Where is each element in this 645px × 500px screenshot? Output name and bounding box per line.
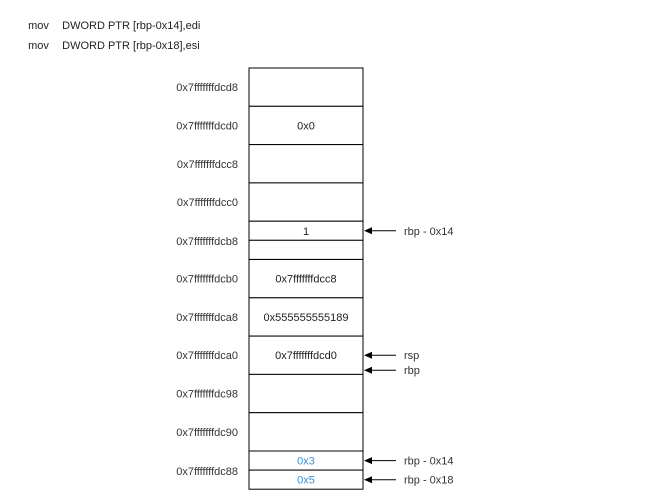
stack-cell: [248, 412, 364, 452]
stack-cell: [248, 239, 364, 260]
pointer-arrowhead-icon: [364, 227, 372, 235]
stack-address-label: 0x7fffffffdcb8: [176, 236, 238, 248]
pointer-arrowhead-icon: [364, 476, 372, 484]
pointer-label: rbp: [404, 365, 420, 377]
stack-cell-value: 0x7fffffffdcc8: [275, 274, 336, 286]
code-operands: DWORD PTR [rbp-0x18],esi: [62, 40, 200, 52]
stack-address-label: 0x7fffffffdcc0: [177, 197, 238, 209]
stack-address-label: 0x7fffffffdca8: [176, 312, 238, 324]
code-opcode: mov: [28, 40, 49, 52]
pointer-arrowhead-icon: [364, 366, 372, 374]
stack-address-label: 0x7fffffffdc90: [176, 427, 238, 439]
stack-address-label: 0x7fffffffdcb0: [176, 274, 238, 286]
stack-address-label: 0x7fffffffdca0: [176, 350, 238, 362]
pointer-label: rbp - 0x14: [404, 456, 454, 468]
stack-address-label: 0x7fffffffdcc8: [177, 159, 238, 171]
stack-cell: [248, 469, 364, 490]
code-operands: DWORD PTR [rbp-0x14],edi: [62, 20, 201, 32]
stack-cell-value: 0x0: [297, 120, 315, 132]
stack-cell-value: 0x7fffffffdcd0: [275, 350, 337, 362]
stack-address-label: 0x7fffffffdcd0: [176, 120, 238, 132]
stack-cell: [248, 144, 364, 184]
stack-address-label: 0x7fffffffdc88: [176, 466, 238, 478]
pointer-arrowhead-icon: [364, 457, 372, 465]
stack-address-label: 0x7fffffffdc98: [176, 389, 238, 401]
stack-cell: [248, 259, 364, 299]
stack-cell-value: 0x3: [297, 456, 315, 468]
pointer-label: rbp - 0x18: [404, 475, 454, 487]
stack-cell-value: 0x555555555189: [263, 312, 348, 324]
pointer-label: rbp - 0x14: [404, 226, 454, 238]
code-line-1: mov DWORD PTR [rbp-0x14],edi: [22, 8, 200, 32]
stack-cell: [248, 373, 364, 414]
stack-cell-value: 0x5: [297, 475, 315, 487]
stack-cell-value: 1: [303, 226, 309, 238]
pointer-label: rsp: [404, 350, 419, 362]
stack-cell: [248, 182, 364, 222]
stack-address-label: 0x7fffffffdcd8: [176, 82, 238, 94]
code-opcode: mov: [28, 20, 49, 32]
stack-cell: [248, 297, 364, 337]
pointer-arrowhead-icon: [364, 351, 372, 359]
code-line-2: mov DWORD PTR [rbp-0x18],esi: [22, 28, 200, 52]
stack-cell: [248, 67, 364, 107]
